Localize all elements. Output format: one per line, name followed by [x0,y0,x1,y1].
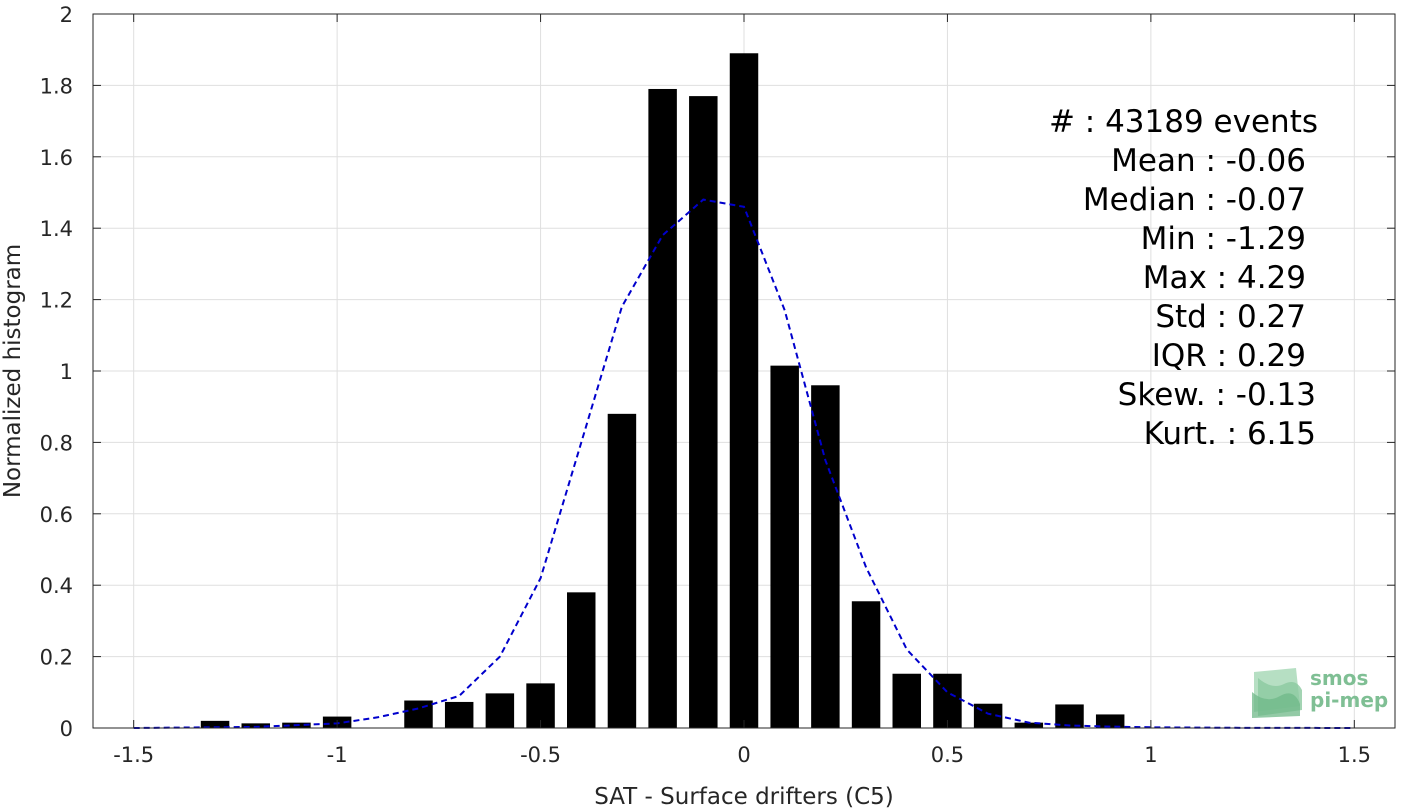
y-tick-label: 0 [60,717,73,741]
histogram-bar [811,385,840,728]
histogram-bar [567,592,596,728]
wave-stack-icon [1252,668,1302,718]
histogram-bar [1055,704,1084,728]
histogram-bar [851,601,881,728]
stat-line: Mean : -0.06 [1111,143,1306,179]
histogram-bar [689,96,718,729]
stat-line: Max : 4.29 [1143,260,1306,296]
x-axis-title: SAT - Surface drifters (C5) [594,784,894,809]
x-tick-label: 0.5 [931,743,964,767]
y-axis-title: Normalized histogram [0,244,26,498]
histogram-bar [444,701,474,728]
stat-line: Skew. : -0.13 [1118,377,1316,413]
histogram-bar [607,413,637,728]
x-tick-label: 1.5 [1338,743,1371,767]
x-tick-label: 1 [1144,743,1157,767]
stat-line: # : 43189 events [1049,104,1318,140]
stat-line: Std : 0.27 [1155,299,1306,335]
fit-curve [133,198,1355,729]
histogram-bar [485,693,515,728]
histogram-bar [729,53,759,728]
histogram-bar [200,720,230,728]
histogram-bar [892,673,921,728]
y-tick-label: 1.8 [40,74,73,98]
histogram-bar [770,365,799,728]
histogram-bars [200,53,1125,729]
logo-line-1: smos [1310,666,1368,690]
y-tick-label: 1 [60,360,73,384]
logo-line-2: pi-mep [1310,688,1388,712]
y-axis-ticks: 0 0.2 0.4 0.6 0.8 1 1.2 1.4 1.6 1.8 2 [40,3,1395,741]
stat-line: Kurt. : 6.15 [1144,416,1316,452]
y-tick-label: 1.2 [40,289,73,313]
x-tick-label: -1 [327,743,348,767]
y-tick-label: 1.4 [40,217,73,241]
x-tick-label: -1.5 [113,743,154,767]
y-tick-label: 0.8 [40,431,73,455]
y-tick-label: 0.2 [40,646,73,670]
x-tick-label: -0.5 [520,743,561,767]
histogram-bar [1095,714,1125,728]
histogram-bar [241,723,270,728]
y-tick-label: 2 [60,3,73,27]
smos-pi-mep-logo: smos pi-mep [1252,666,1388,718]
y-tick-label: 0.4 [40,574,73,598]
histogram-bar [1014,722,1044,728]
histogram-bar [404,700,433,728]
stat-line: Median : -0.07 [1083,182,1306,218]
stat-line: Min : -1.29 [1141,221,1306,257]
x-axis-ticks: -1.5 -1 -0.5 0 0.5 1 1.5 [113,14,1371,767]
x-tick-label: 0 [737,743,750,767]
histogram-bar [648,88,677,729]
stat-line: IQR : 0.29 [1152,338,1306,374]
y-tick-label: 0.6 [40,503,73,527]
y-tick-label: 1.6 [40,146,73,170]
